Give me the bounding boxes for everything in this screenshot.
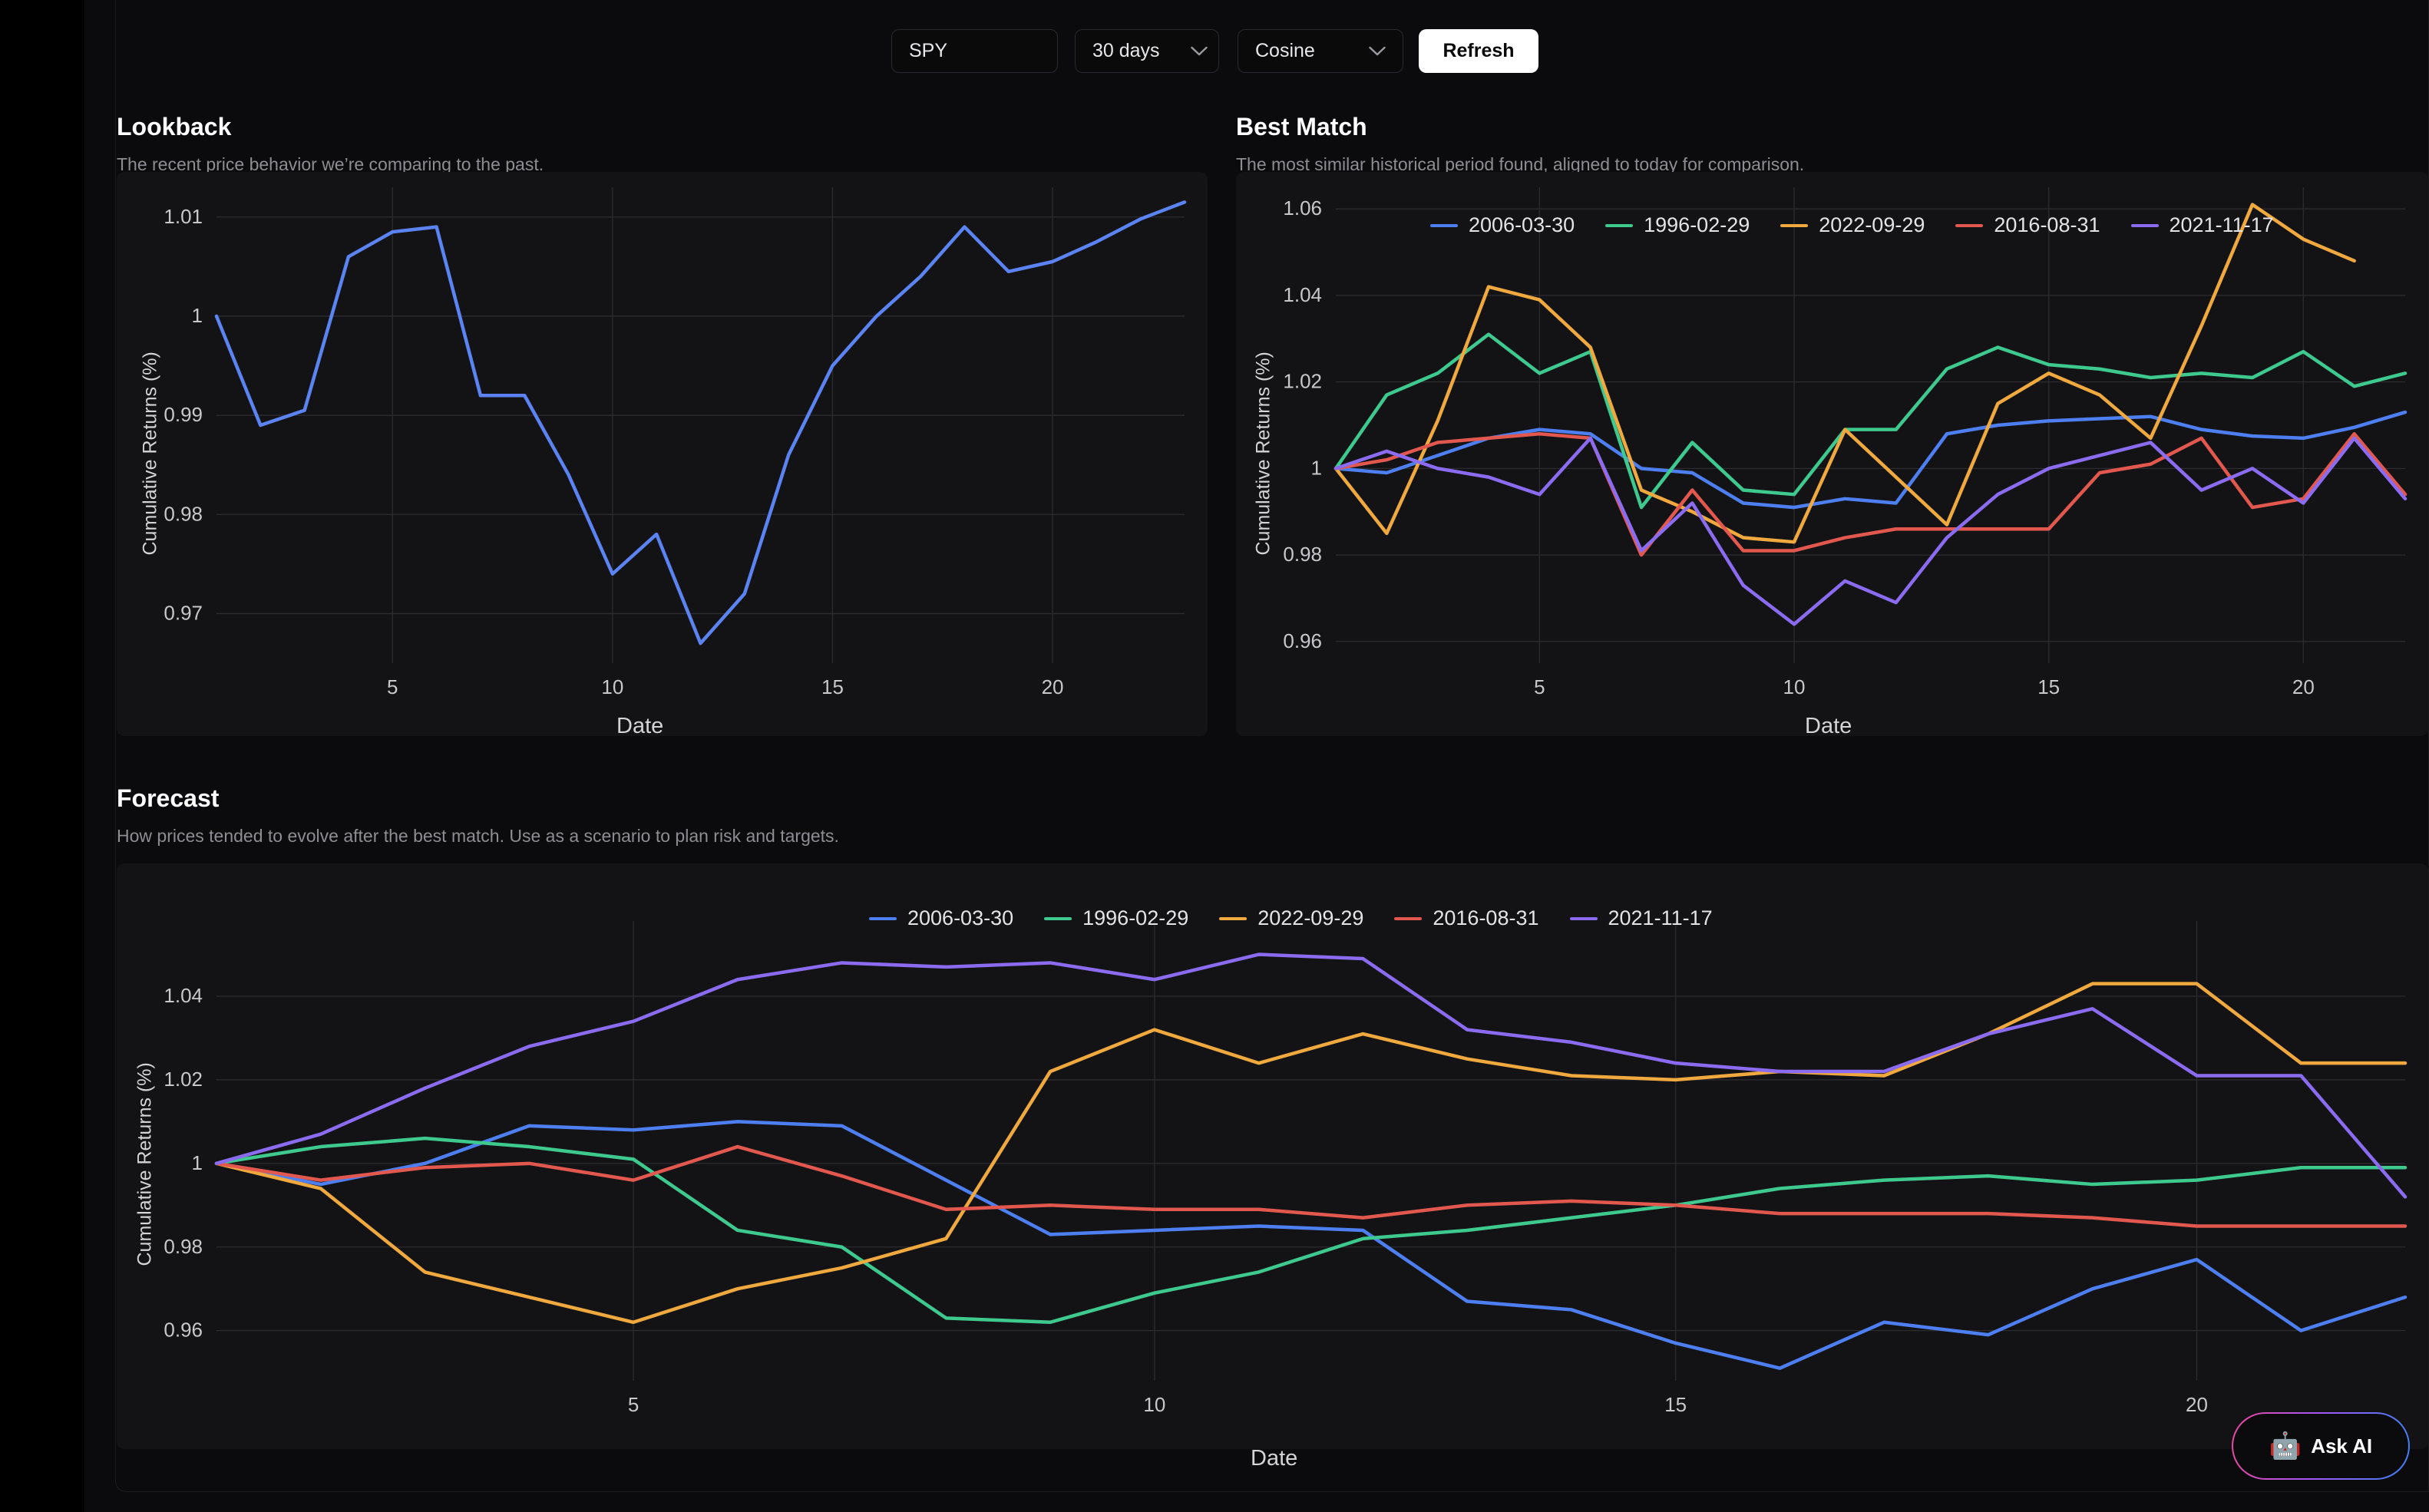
svg-text:0.96: 0.96 xyxy=(1283,629,1322,652)
svg-text:5: 5 xyxy=(628,1393,639,1416)
svg-text:15: 15 xyxy=(2037,675,2060,698)
svg-text:10: 10 xyxy=(1143,1393,1165,1416)
svg-text:10: 10 xyxy=(1783,675,1806,698)
svg-text:1: 1 xyxy=(1311,456,1322,479)
svg-text:0.97: 0.97 xyxy=(164,601,203,624)
svg-text:0.99: 0.99 xyxy=(164,403,203,426)
svg-text:1.06: 1.06 xyxy=(1283,196,1322,220)
svg-text:1: 1 xyxy=(192,304,203,327)
svg-text:1.04: 1.04 xyxy=(1283,283,1322,306)
svg-text:1.02: 1.02 xyxy=(164,1068,203,1091)
svg-text:20: 20 xyxy=(2186,1393,2208,1416)
svg-text:1.02: 1.02 xyxy=(1283,370,1322,393)
svg-text:0.98: 0.98 xyxy=(164,502,203,525)
svg-text:1.01: 1.01 xyxy=(164,205,203,228)
svg-text:5: 5 xyxy=(1534,675,1545,698)
svg-text:5: 5 xyxy=(387,675,398,698)
svg-text:10: 10 xyxy=(601,675,623,698)
svg-text:0.98: 0.98 xyxy=(1283,543,1322,566)
svg-text:15: 15 xyxy=(1664,1393,1687,1416)
svg-text:0.98: 0.98 xyxy=(164,1235,203,1258)
svg-text:15: 15 xyxy=(821,675,844,698)
svg-text:1: 1 xyxy=(192,1151,203,1174)
svg-text:20: 20 xyxy=(2292,675,2315,698)
svg-text:20: 20 xyxy=(1042,675,1064,698)
svg-text:1.04: 1.04 xyxy=(164,984,203,1007)
svg-text:0.96: 0.96 xyxy=(164,1319,203,1342)
